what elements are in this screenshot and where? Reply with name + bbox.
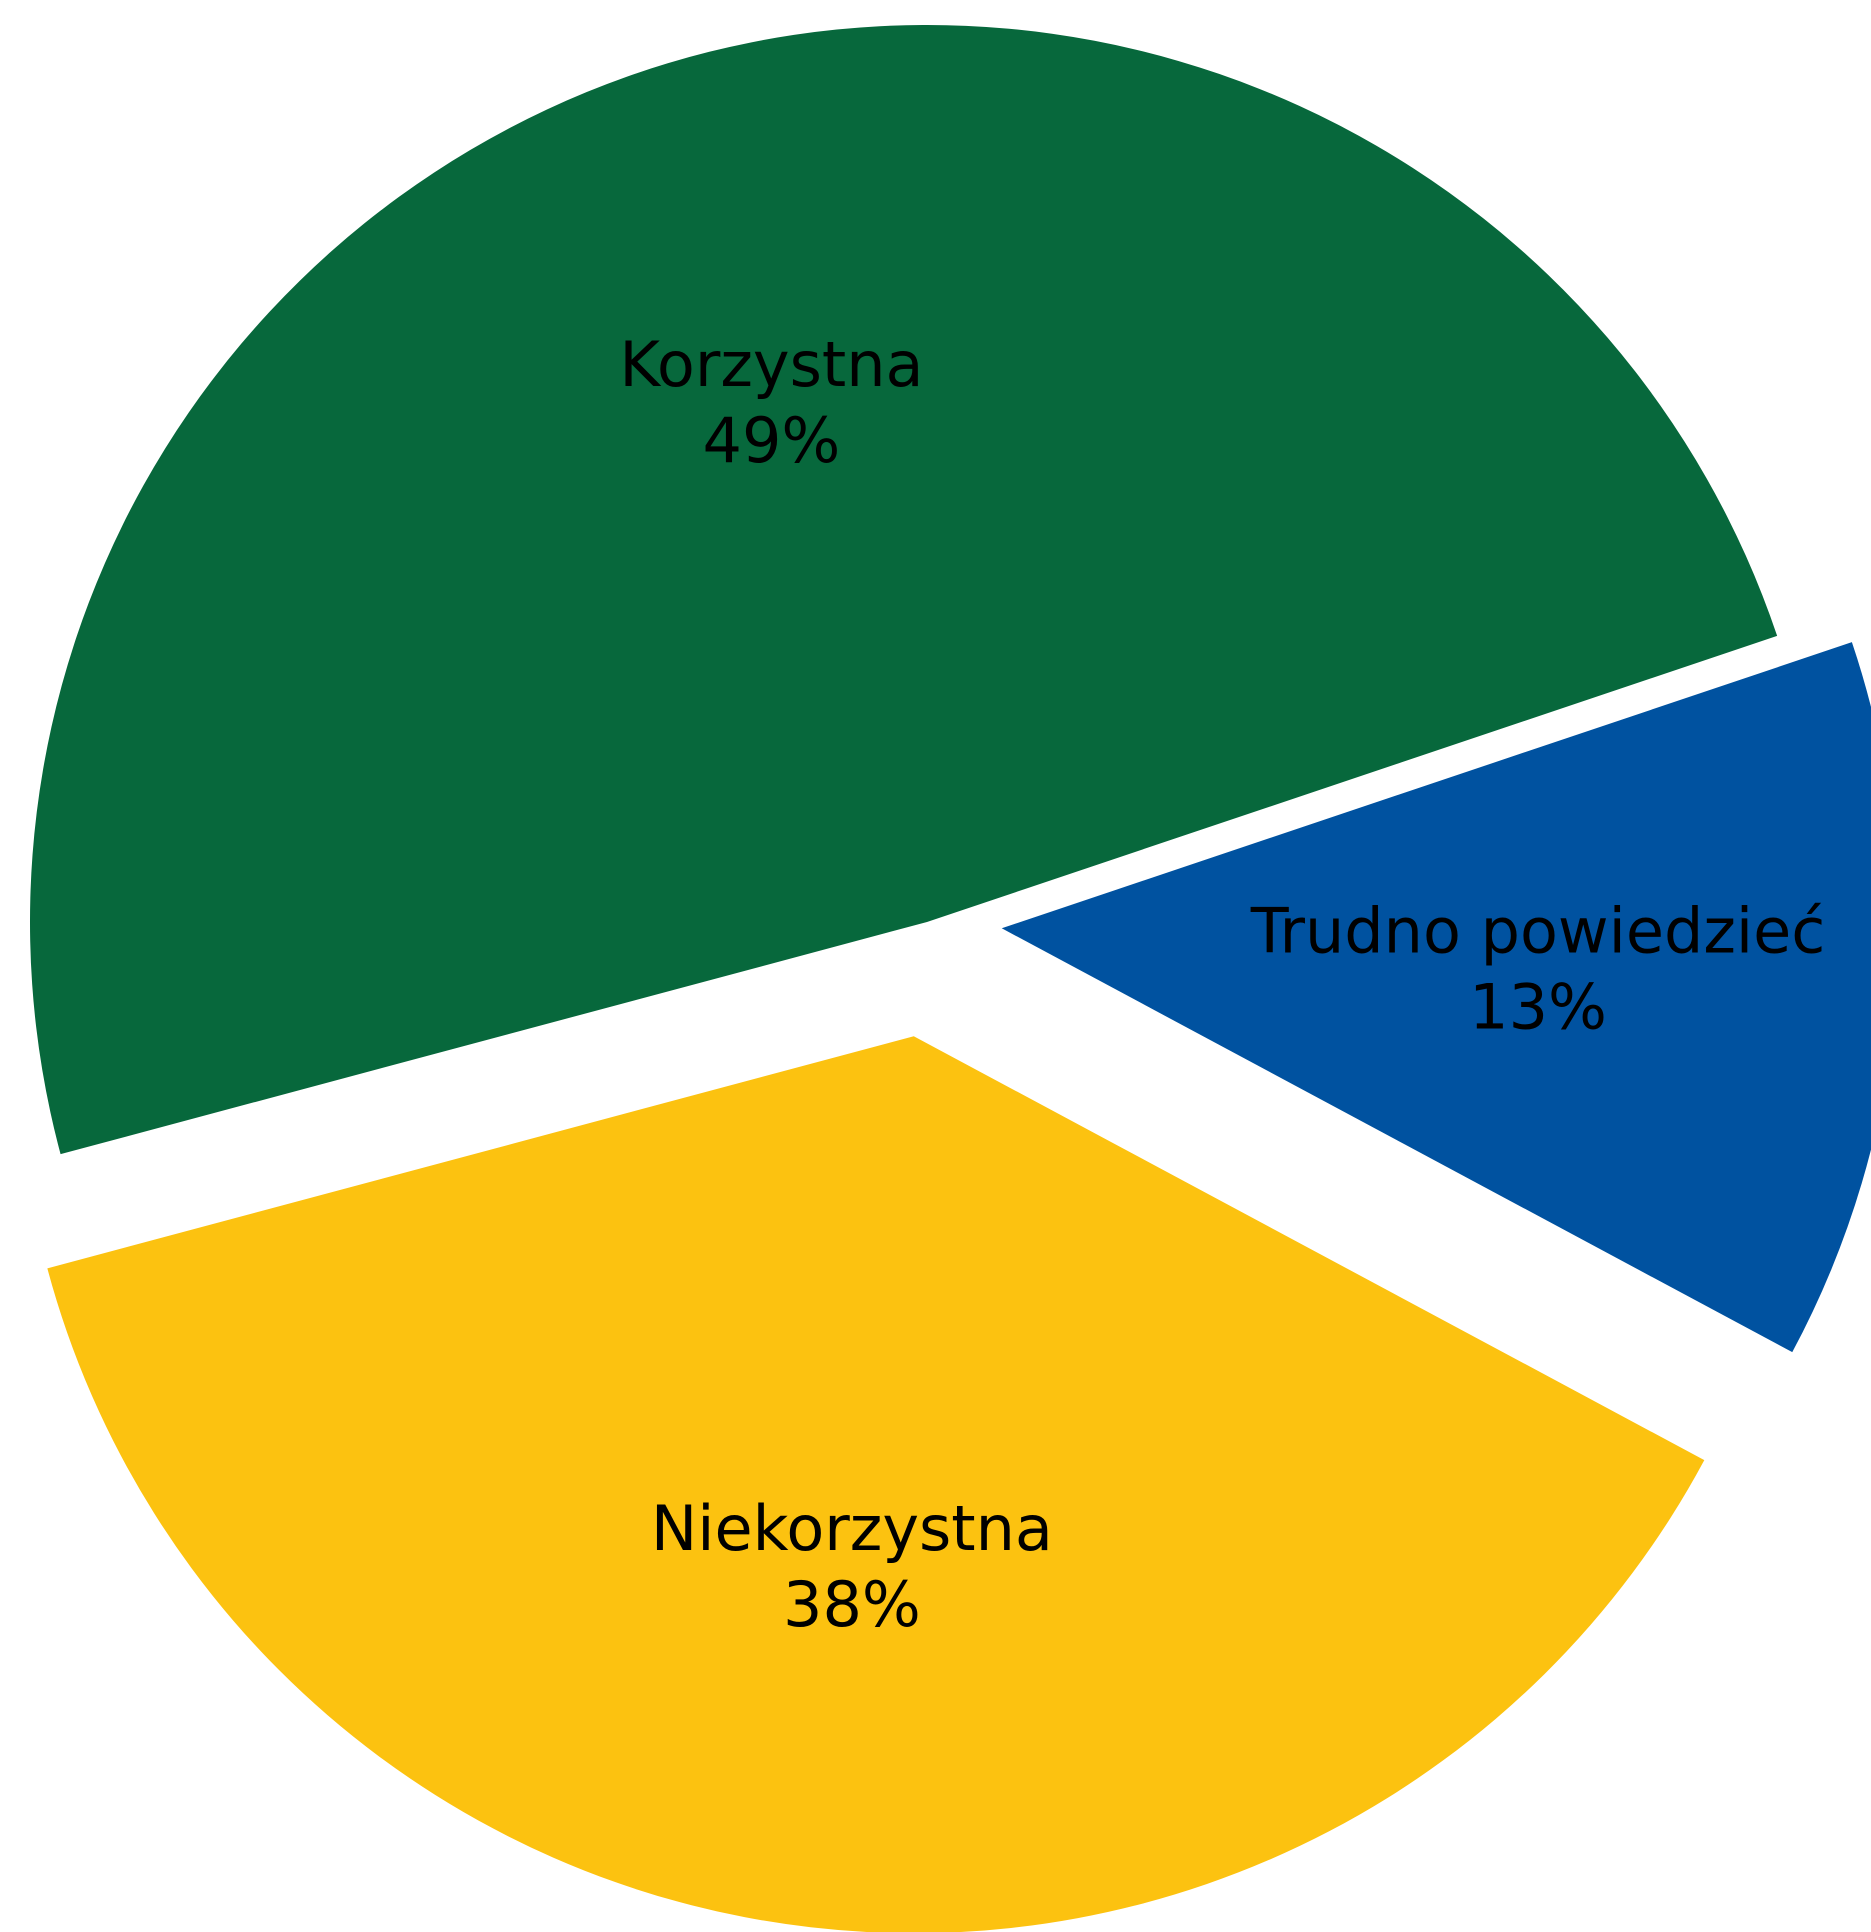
slice-label: Korzystna <box>619 328 923 401</box>
pie-slice <box>47 1036 1705 1932</box>
slice-value-label: 49% <box>703 404 841 477</box>
pie-slice <box>29 24 1778 1155</box>
slice-value-label: 13% <box>1469 970 1607 1043</box>
slice-label: Trudno powiedzieć <box>1250 894 1826 967</box>
pie-slice <box>1001 642 1871 1353</box>
slice-label: Niekorzystna <box>651 1492 1053 1565</box>
slice-value-label: 38% <box>783 1568 921 1641</box>
